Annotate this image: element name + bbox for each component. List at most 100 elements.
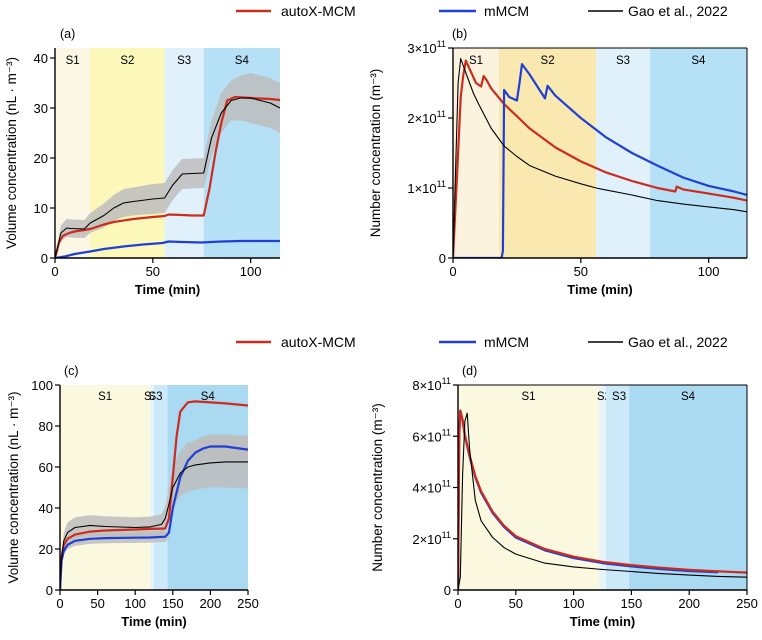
x-tick-label: 100 (698, 264, 720, 279)
panel-label: (b) (452, 27, 467, 41)
line-autoX-MCM (458, 409, 747, 590)
stage-S3 (596, 48, 650, 258)
x-tick-label: 0 (56, 596, 63, 611)
stage-label-S3: S3 (177, 55, 191, 67)
stage-label-S1: S1 (469, 55, 483, 67)
y-tick-mantissa: 2×10 (412, 532, 441, 547)
stage-S3 (154, 385, 168, 590)
plot-area (453, 57, 747, 258)
panel-0: S1 S2 S3 S4 0 50 100 0 10 20 30 40 Time (min) Volume … (4, 27, 280, 297)
y-tick-label: 30 (34, 101, 48, 116)
stage-S2 (499, 48, 597, 258)
x-tick-label: 50 (574, 264, 588, 279)
x-tick-label: 50 (509, 596, 523, 611)
y-tick-mantissa: 1×10 (407, 181, 436, 196)
panel-label: (a) (60, 27, 75, 41)
x-tick-label: 0 (449, 264, 456, 279)
x-tick-label: 100 (240, 264, 262, 279)
stage-S4 (649, 48, 747, 258)
stage-label-S4: S4 (201, 391, 216, 403)
plot-area (458, 409, 747, 590)
y-tick-label: 0 (41, 251, 48, 266)
line-Gao-et-al---2022 (458, 412, 747, 590)
y-tick-label: 0 (439, 251, 446, 266)
y-tick-mantissa: 0 (439, 251, 446, 266)
y-tick-exponent: 11 (437, 179, 446, 189)
x-tick-label: 250 (237, 596, 259, 611)
y-tick-exponent: 11 (437, 109, 446, 119)
x-tick-label: 250 (736, 596, 758, 611)
y-tick-exponent: 11 (442, 530, 451, 540)
y-tick-mantissa: 8×10 (412, 378, 441, 393)
y-tick-label: 0 (444, 583, 451, 598)
stage-S1 (60, 385, 151, 590)
line-Gao-et-al---2022 (453, 57, 747, 258)
y-tick-label: 40 (34, 51, 48, 66)
line-autoX-MCM (60, 400, 248, 590)
stage-label-S2: S2 (120, 55, 134, 67)
legend_top: autoX-MCM mMCM Gao et al., 2022 (236, 3, 728, 19)
y-tick-mantissa: 2×10 (407, 111, 436, 126)
y-tick-mantissa: 6×10 (412, 429, 441, 444)
legend_bottom-label-0: autoX-MCM (281, 334, 356, 350)
plot-area (60, 400, 248, 590)
legend_top-label-1: mMCM (484, 3, 529, 19)
stage-label-S1: S1 (98, 391, 112, 403)
y-tick-mantissa: 4×10 (412, 481, 441, 496)
x-tick-label: 50 (146, 264, 160, 279)
line-Gao-et-al---2022 (60, 461, 248, 590)
stage-S4 (629, 385, 747, 590)
stage-S2 (150, 385, 154, 590)
line-mMCM (60, 445, 248, 590)
y-axis-label: Volume concentration (nL · m⁻³) (4, 57, 19, 249)
x-axis-label: Time (min) (567, 282, 633, 297)
x-tick-label: 0 (454, 596, 461, 611)
line-Gao-et-al---2022 (55, 97, 280, 258)
x-tick-label: 0 (51, 264, 58, 279)
y-tick-exponent: 11 (442, 427, 451, 437)
legend_bottom: autoX-MCM mMCM Gao et al., 2022 (236, 334, 728, 350)
y-tick-exponent: 11 (442, 376, 451, 386)
line-mMCM (453, 62, 747, 258)
stage-S2 (599, 385, 606, 590)
stage-S1 (458, 385, 600, 590)
x-tick-label: 200 (678, 596, 700, 611)
y-tick-label: 6×1011 (412, 427, 451, 444)
y-tick-label: 60 (39, 460, 53, 475)
legend_bottom-label-2: Gao et al., 2022 (628, 334, 728, 350)
line-autoX-MCM (55, 95, 280, 258)
line-mMCM (55, 239, 280, 258)
x-tick-label: 100 (563, 596, 585, 611)
x-axis-label: Time (min) (570, 614, 636, 629)
panel-label: (d) (462, 364, 477, 378)
line-autoX-MCM (453, 59, 747, 258)
y-axis-label: Number concentration (m⁻³) (370, 403, 385, 571)
x-tick-label: 100 (124, 596, 146, 611)
x-tick-label: 150 (162, 596, 184, 611)
y-tick-label: 40 (39, 501, 53, 516)
legend_top-label-2: Gao et al., 2022 (628, 3, 728, 19)
stage-label-S3: S3 (616, 55, 630, 67)
stage-label-S4: S4 (691, 55, 706, 67)
y-axis-label: Volume concentration (nL · m⁻³) (6, 392, 21, 584)
y-tick-label: 4×1011 (412, 479, 451, 496)
y-tick-label: 100 (31, 378, 53, 393)
x-axis-label: Time (min) (121, 614, 187, 629)
stage-label-S3: S3 (612, 391, 626, 403)
y-tick-label: 20 (34, 151, 48, 166)
legend_bottom-label-1: mMCM (484, 334, 529, 350)
stage-label-S4: S4 (235, 55, 250, 67)
y-tick-label: 8×1011 (412, 376, 451, 393)
y-tick-exponent: 11 (442, 479, 451, 489)
stage-label-S4: S4 (681, 391, 696, 403)
stage-S3 (605, 385, 630, 590)
x-tick-label: 50 (90, 596, 104, 611)
y-tick-label: 2×1011 (407, 109, 446, 126)
panel-label: (c) (64, 364, 79, 378)
x-axis-label: Time (min) (135, 282, 201, 297)
stage-label-S2: S2 (541, 55, 555, 67)
y-tick-label: 1×1011 (407, 179, 446, 196)
